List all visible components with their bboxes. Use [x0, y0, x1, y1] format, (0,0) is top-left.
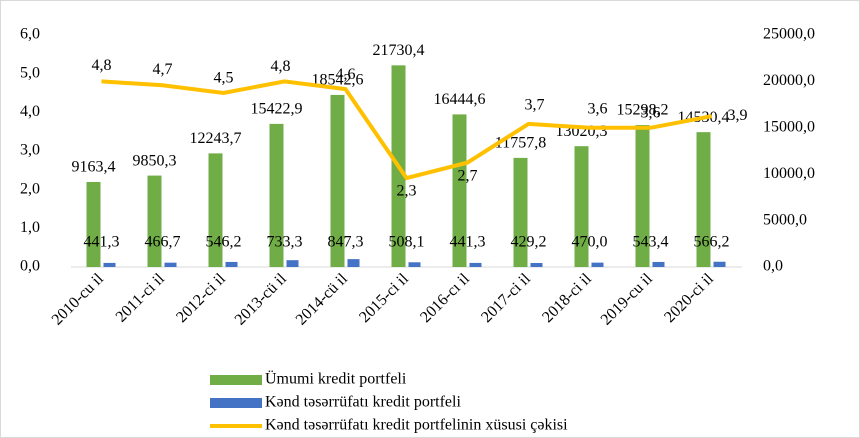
- bar: [164, 262, 177, 267]
- bar-value-label: 566,2: [694, 234, 730, 251]
- y-tick-label: 2,0: [20, 180, 40, 197]
- bar-value-label: 21730,4: [373, 42, 425, 59]
- y-tick-label: 4,0: [20, 103, 40, 120]
- bar-value-label: 429,2: [511, 234, 547, 251]
- y2-tick-label: 10000,0: [763, 165, 815, 182]
- line-value-label: 4,5: [214, 70, 234, 87]
- bar-value-label: 543,4: [633, 234, 669, 251]
- y-tick-label: 1,0: [20, 219, 40, 236]
- bar: [696, 132, 711, 267]
- y2-tick-label: 0,0: [763, 258, 783, 275]
- bar-value-label: 18542,6: [312, 72, 364, 89]
- bar: [452, 114, 467, 268]
- bar: [286, 260, 299, 267]
- bar-value-label: 441,3: [450, 234, 486, 251]
- line-value-label: 4,8: [271, 58, 291, 75]
- line-value-label: 4,7: [153, 61, 173, 78]
- bar: [208, 153, 223, 267]
- y2-tick-label: 15000,0: [763, 118, 815, 135]
- bar: [408, 262, 421, 267]
- bar-value-label: 9163,4: [72, 159, 116, 176]
- y-tick-label: 6,0: [20, 26, 40, 43]
- line-value-label: 3,6: [588, 100, 608, 117]
- bar-value-label: 733,3: [267, 234, 303, 251]
- bar-value-label: 847,3: [328, 234, 364, 251]
- line: [101, 79, 712, 181]
- bar-value-label: 508,1: [389, 234, 425, 251]
- line-value-label: 3,9: [728, 107, 748, 124]
- legend-label: Ümumi kredit portfeli: [265, 370, 407, 388]
- bar: [469, 262, 482, 267]
- bar-value-label: 441,3: [84, 234, 120, 251]
- legend-label: Kənd təsərrüfatı kredit portfelinin xüsu…: [265, 417, 568, 434]
- bar-value-label: 15422,9: [251, 101, 303, 118]
- bar: [513, 157, 528, 267]
- y2-tick-label: 20000,0: [763, 72, 815, 89]
- bar: [530, 263, 543, 267]
- line-value-label: 2,7: [458, 167, 478, 184]
- bar-value-label: 16444,6: [434, 91, 486, 108]
- line-value-label: 3,6: [641, 104, 661, 121]
- bar: [591, 262, 604, 267]
- bar: [103, 262, 116, 267]
- bar: [269, 123, 284, 267]
- bar: [330, 94, 345, 267]
- legend-swatch: [210, 398, 262, 408]
- bar-value-label: 12243,7: [190, 130, 242, 147]
- bar: [86, 181, 101, 267]
- bar: [147, 175, 162, 267]
- bar: [652, 261, 665, 267]
- bar: [225, 261, 238, 267]
- bar: [713, 261, 726, 267]
- bar-value-label: 15298,2: [617, 102, 669, 119]
- line-value-label: 4,6: [336, 66, 356, 83]
- bar-value-label: 546,2: [206, 234, 242, 251]
- y-tick-label: 5,0: [20, 64, 40, 81]
- y2-tick-label: 5000,0: [763, 211, 807, 228]
- bar: [635, 125, 650, 267]
- legend-label: Kənd təsərrüfatı kredit portfeli: [265, 394, 461, 411]
- bar-value-label: 9850,3: [133, 152, 177, 169]
- legend-swatch: [210, 375, 262, 385]
- bar-value-label: 470,0: [572, 234, 608, 251]
- y-tick-label: 0,0: [20, 258, 40, 275]
- bar-value-label: 466,7: [145, 234, 181, 251]
- y-tick-label: 3,0: [20, 142, 40, 159]
- line-value-label: 2,3: [397, 183, 417, 200]
- bar: [574, 146, 589, 267]
- line-value-label: 3,7: [525, 97, 545, 114]
- line-value-label: 4,8: [92, 57, 112, 74]
- bar: [347, 259, 360, 267]
- y2-tick-label: 25000,0: [763, 26, 815, 43]
- bar-value-label: 11757,8: [495, 135, 546, 152]
